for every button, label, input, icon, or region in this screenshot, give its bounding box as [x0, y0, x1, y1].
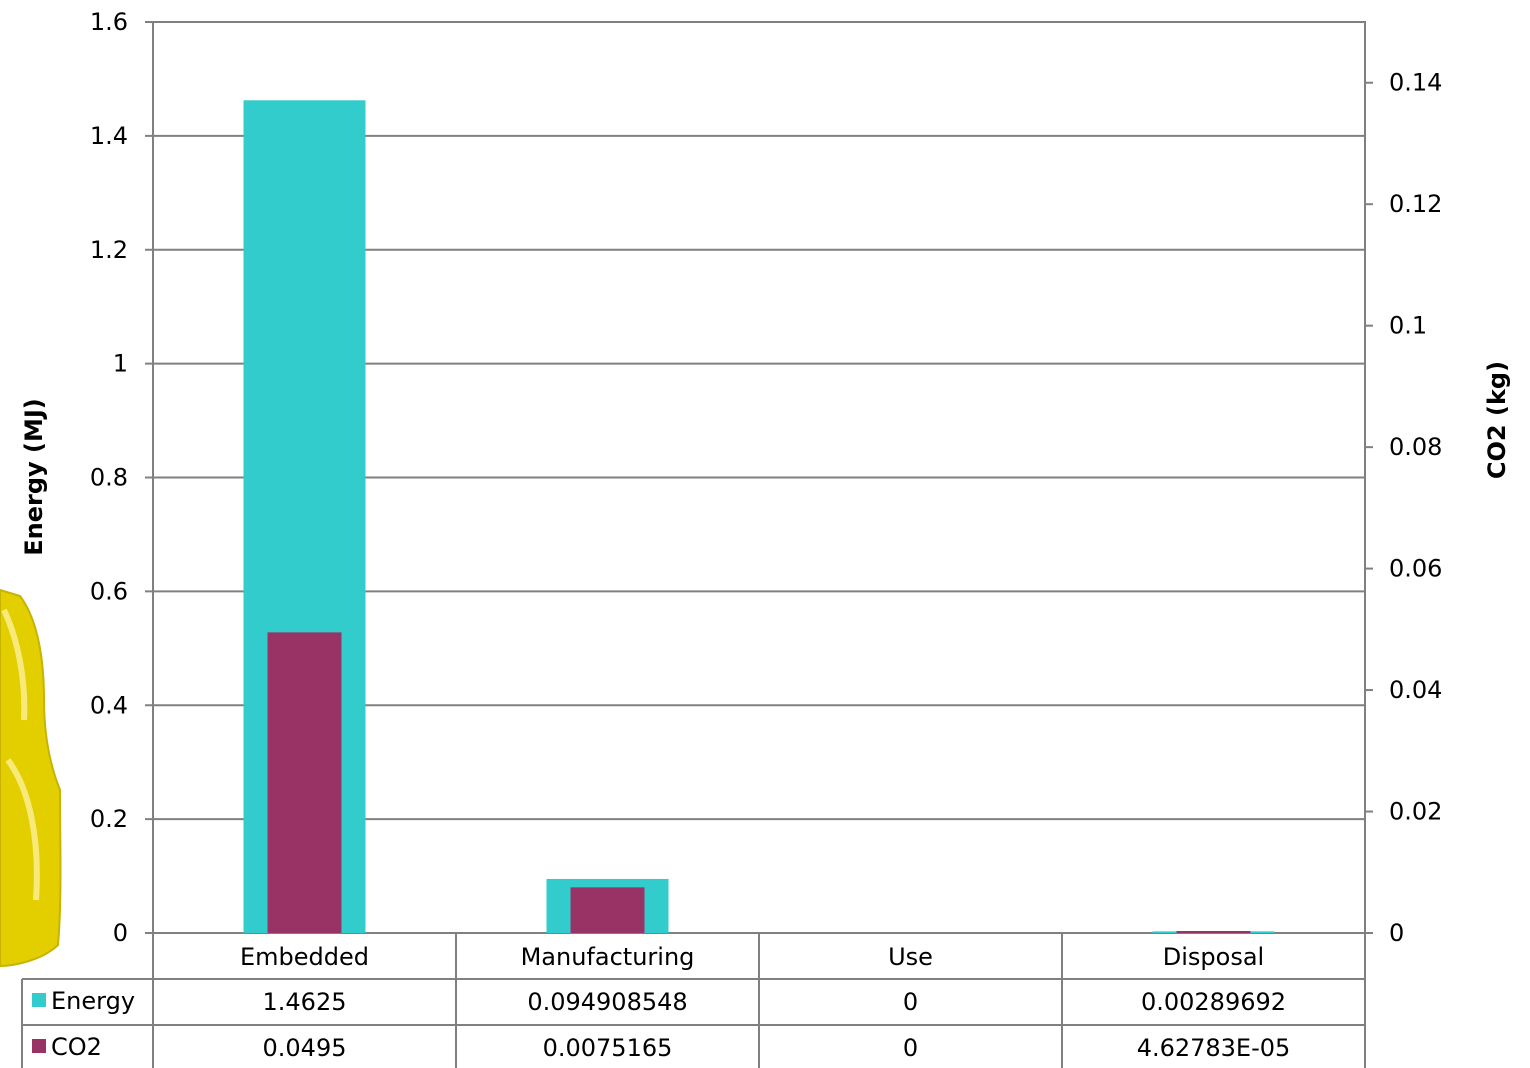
legend-label-energy: Energy [51, 987, 135, 1015]
table-cell-co2: 4.62783E-05 [1137, 1034, 1291, 1062]
co2-bar [1176, 931, 1251, 933]
right-tick-label: 0 [1389, 919, 1404, 947]
table-cell-energy: 0 [903, 988, 918, 1016]
data-table: Embedded Manufacturing Use Disposal Energy 1.… [21, 933, 1366, 1068]
table-cell-energy: 1.4625 [263, 988, 347, 1016]
co2-bar [267, 632, 342, 933]
right-tick-label: 0.12 [1389, 190, 1442, 218]
category-label: Embedded [240, 943, 369, 971]
right-tick-label: 0.1 [1389, 312, 1427, 340]
left-tick-label: 1.6 [90, 8, 128, 36]
co2-bar [570, 887, 645, 933]
table-cell-energy: 0.00289692 [1141, 988, 1286, 1016]
legend-swatch-energy [32, 993, 46, 1007]
table-cell-co2: 0.0075165 [543, 1034, 673, 1062]
table-cell-energy: 0.094908548 [527, 988, 687, 1016]
legend-swatch-co2 [32, 1039, 46, 1053]
left-axis-title: Energy (MJ) [20, 398, 48, 556]
category-label: Manufacturing [521, 943, 695, 971]
legend-label-co2: CO2 [51, 1033, 102, 1061]
right-axis-title: CO2 (kg) [1483, 361, 1511, 479]
table-cell-co2: 0.0495 [263, 1034, 347, 1062]
left-tick-label: 1 [113, 350, 128, 378]
right-tick-label: 0.06 [1389, 555, 1442, 583]
bars-layer [243, 100, 1275, 933]
yellow-bottle-image [0, 588, 62, 968]
left-tick-label: 0.6 [90, 577, 128, 605]
left-tick-label: 1.4 [90, 122, 128, 150]
right-tick-label: 0.08 [1389, 433, 1442, 461]
right-tick-label: 0.02 [1389, 798, 1442, 826]
left-tick-label: 0.2 [90, 805, 128, 833]
category-label: Use [888, 943, 933, 971]
left-tick-label: 0.4 [90, 691, 128, 719]
right-tick-label: 0.14 [1389, 69, 1442, 97]
left-tick-label: 0 [113, 919, 128, 947]
right-tick-label: 0.04 [1389, 676, 1442, 704]
category-label: Disposal [1163, 943, 1264, 971]
left-tick-label: 1.2 [90, 236, 128, 264]
left-tick-label: 0.8 [90, 464, 128, 492]
table-cell-co2: 0 [903, 1034, 918, 1062]
axis-layer: 0 0.2 0.4 0.6 0.8 1 1.2 1.4 1.6 0 0.02 0.04 0.06 0.08… [90, 8, 1443, 947]
